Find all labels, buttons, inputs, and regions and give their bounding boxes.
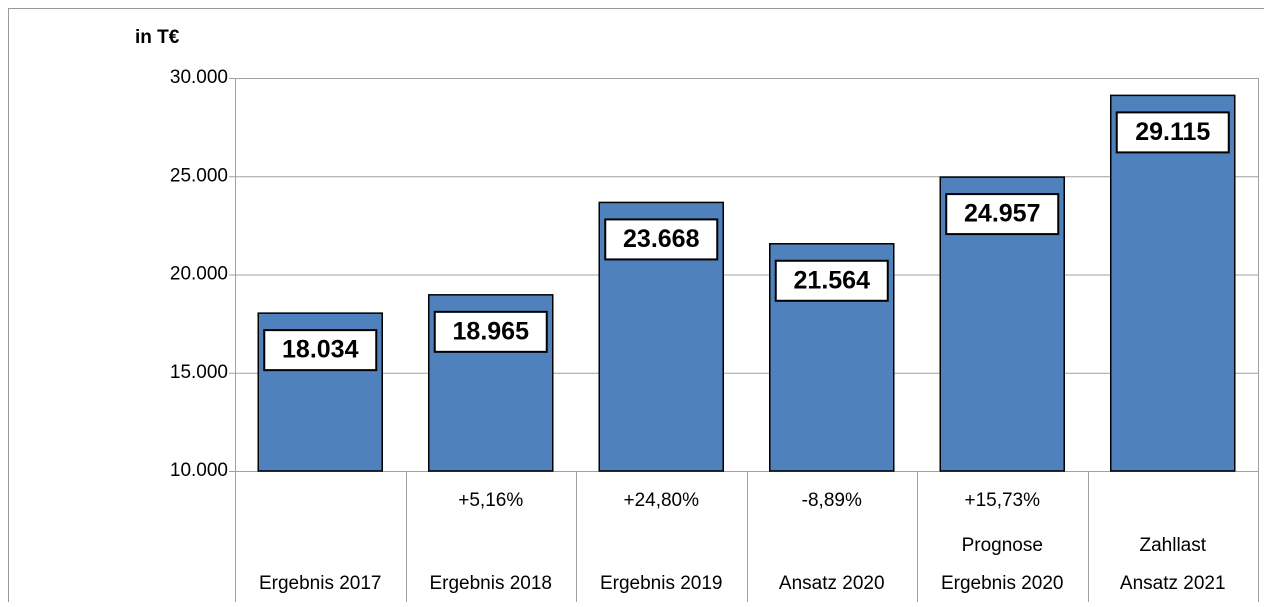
y-tick-label: 20.000 [170, 264, 228, 285]
value-label-box [945, 193, 1060, 236]
x-tick-label: Ergebnis 2019 [600, 573, 723, 594]
value-label-box [774, 259, 889, 302]
value-label-box [1115, 111, 1230, 154]
value-label: 18.034 [282, 336, 359, 364]
change-label: +5,16% [458, 490, 523, 511]
value-label: 23.668 [623, 225, 700, 253]
category-note: Prognose [962, 535, 1043, 556]
value-label-box [433, 310, 548, 353]
value-label: 29.115 [1135, 118, 1210, 146]
x-tick-label: Ergebnis 2017 [259, 573, 382, 594]
change-label: +15,73% [964, 490, 1040, 511]
x-tick-label: Ergebnis 2018 [429, 573, 552, 594]
value-label: 21.564 [794, 266, 871, 294]
x-tick-label: Ansatz 2021 [1120, 573, 1226, 594]
y-tick-label: 15.000 [170, 362, 228, 383]
x-tick-label: Ansatz 2020 [779, 573, 885, 594]
bar [1110, 94, 1236, 472]
y-tick-label: 10.000 [170, 460, 228, 481]
value-label-box [604, 218, 719, 261]
category-note: Zahllast [1139, 535, 1206, 556]
change-label: +24,80% [623, 490, 699, 511]
change-label: -8,89% [802, 490, 862, 511]
y-axis-label: in T€ [135, 27, 180, 48]
x-tick-label: Ergebnis 2020 [941, 573, 1064, 594]
value-label: 24.957 [964, 200, 1040, 228]
y-tick-label: 25.000 [170, 165, 228, 186]
value-label: 18.965 [453, 317, 530, 345]
value-label-box [263, 329, 378, 372]
y-tick-label: 30.000 [170, 67, 228, 88]
